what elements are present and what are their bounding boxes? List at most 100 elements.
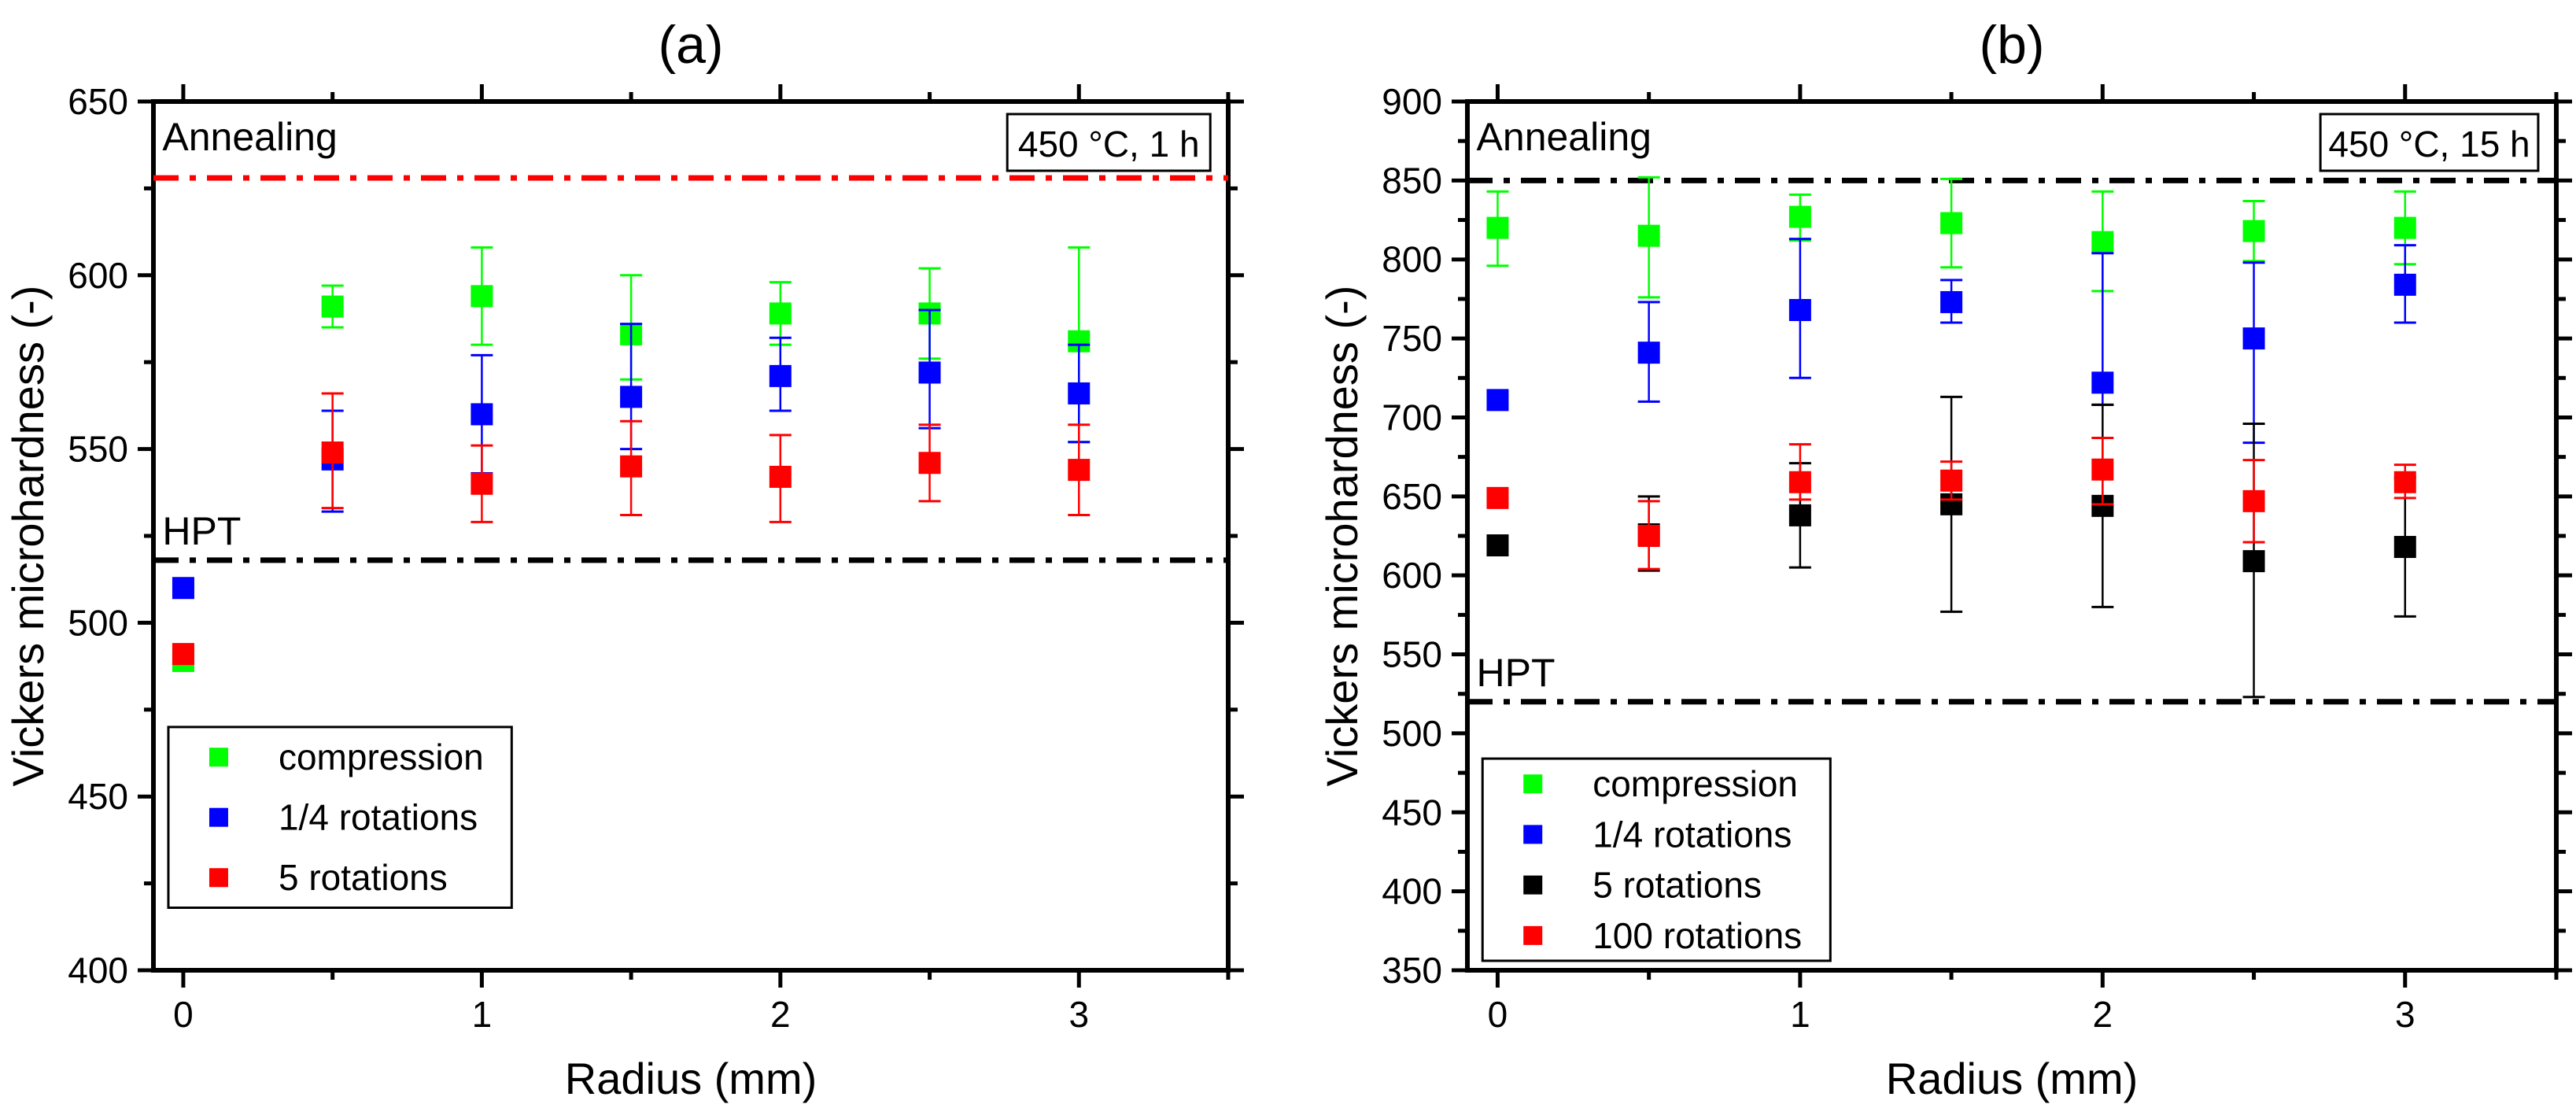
- chart-panel-a: (a) 400 450 500 550 600 650 0 1 2 3 Radius (mm) Vick…: [3, 15, 1244, 1103]
- data-point: [1940, 290, 1963, 313]
- y-axis-label: Vickers microhardness (-): [1317, 286, 1367, 787]
- data-point: [1486, 486, 1509, 509]
- y-tick-label: 350: [1382, 950, 1442, 991]
- y-tick-label: 650: [1382, 476, 1442, 517]
- x-tick-label: 2: [770, 994, 791, 1035]
- y-tick-label: 750: [1382, 318, 1442, 359]
- data-point: [2393, 216, 2416, 239]
- data-point: [2242, 550, 2265, 573]
- series-5-rotations: [1486, 395, 2416, 699]
- data-point: [471, 403, 493, 426]
- data-point: [1486, 216, 1509, 239]
- x-axis-label: Radius (mm): [1886, 1054, 2138, 1103]
- legend-label: 5 rotations: [1592, 865, 1762, 906]
- data-point: [1068, 459, 1091, 482]
- data-point: [2242, 489, 2265, 512]
- data-point: [1788, 205, 1811, 228]
- x-tick-label: 1: [472, 994, 493, 1035]
- reference-label-annealing: Annealing: [162, 115, 337, 159]
- y-tick-label: 850: [1382, 160, 1442, 201]
- data-point: [1486, 389, 1509, 412]
- chart-title: (b): [1979, 15, 2044, 75]
- reference-label-hpt: HPT: [162, 509, 241, 553]
- data-point: [471, 472, 493, 495]
- x-tick-label: 3: [2395, 994, 2415, 1035]
- data-point: [769, 364, 792, 387]
- data-point: [321, 441, 344, 464]
- series-100-rotations: [1486, 437, 2416, 571]
- y-tick-label: 550: [68, 429, 128, 470]
- x-tick-label: 0: [1488, 994, 1508, 1035]
- data-point: [2091, 371, 2114, 394]
- data-point: [471, 285, 493, 308]
- y-tick-label: 400: [68, 950, 128, 991]
- y-axis-label: Vickers microhardness (-): [3, 286, 53, 787]
- legend-label: 1/4 rotations: [1592, 814, 1792, 855]
- data-point: [2091, 231, 2114, 253]
- data-point: [918, 452, 941, 475]
- condition-label: 450 °C, 15 h: [2328, 124, 2530, 164]
- data-point: [1637, 525, 1660, 547]
- data-point: [769, 465, 792, 488]
- x-tick-label: 3: [1068, 994, 1089, 1035]
- data-point: [1637, 342, 1660, 364]
- y-tick-label: 450: [1382, 792, 1442, 833]
- data-point: [172, 577, 194, 600]
- legend-marker: [1523, 774, 1543, 794]
- y-tick-label: 650: [68, 81, 128, 122]
- data-point: [1788, 504, 1811, 526]
- condition-label: 450 °C, 1 h: [1018, 124, 1200, 164]
- legend-marker: [209, 807, 228, 827]
- data-point: [2393, 273, 2416, 296]
- x-tick-label: 2: [2093, 994, 2113, 1035]
- legend-label: 5 rotations: [279, 857, 448, 898]
- y-tick-label: 400: [1382, 871, 1442, 912]
- data-point: [1068, 382, 1091, 404]
- data-point: [1486, 534, 1509, 557]
- chart-panel-b: (b) 350 400 450 500 550 600 650 700 750 800 850 900 0…: [1317, 15, 2572, 1103]
- data-point: [1940, 469, 1963, 492]
- reference-label-hpt: HPT: [1477, 651, 1556, 695]
- chart-title: (a): [658, 15, 723, 75]
- legend-marker: [209, 748, 228, 767]
- data-point: [2091, 458, 2114, 481]
- data-point: [321, 295, 344, 318]
- reference-label-annealing: Annealing: [1477, 115, 1652, 159]
- data-point: [172, 643, 194, 666]
- series-1-4-rotations: [172, 308, 1091, 600]
- x-tick-label: 1: [1790, 994, 1810, 1035]
- y-tick-label: 600: [68, 255, 128, 296]
- y-tick-label: 500: [68, 602, 128, 643]
- y-tick-label: 550: [1382, 634, 1442, 675]
- data-point: [769, 302, 792, 325]
- legend-marker: [1523, 875, 1543, 895]
- condition-box: [1006, 113, 1212, 172]
- legend-marker: [1523, 825, 1543, 844]
- x-axis-label: Radius (mm): [565, 1054, 817, 1103]
- data-point: [2242, 327, 2265, 350]
- data-point: [2393, 536, 2416, 559]
- legend: compression 1/4 rotations 5 rotations 100 r…: [1481, 757, 1832, 962]
- series-5-rotations: [172, 392, 1091, 666]
- series-compression: [1486, 175, 2416, 299]
- y-tick-label: 500: [1382, 713, 1442, 754]
- data-point: [2242, 220, 2265, 242]
- legend: compression 1/4 rotations 5 rotations: [167, 726, 513, 910]
- legend-label: 1/4 rotations: [279, 797, 478, 838]
- data-point: [1788, 471, 1811, 493]
- data-point: [1637, 224, 1660, 247]
- y-tick-label: 700: [1382, 397, 1442, 438]
- legend-marker: [209, 868, 228, 888]
- y-tick-label: 800: [1382, 239, 1442, 280]
- series-1-4-rotations: [1486, 238, 2416, 445]
- data-point: [1940, 212, 1963, 235]
- y-tick-label: 450: [68, 776, 128, 817]
- data-point: [620, 455, 643, 478]
- legend-label: compression: [1592, 763, 1798, 804]
- condition-box: [2319, 113, 2540, 172]
- legend-marker: [1523, 925, 1543, 945]
- data-point: [1788, 298, 1811, 321]
- data-point: [620, 386, 643, 408]
- y-tick-label: 900: [1382, 81, 1442, 122]
